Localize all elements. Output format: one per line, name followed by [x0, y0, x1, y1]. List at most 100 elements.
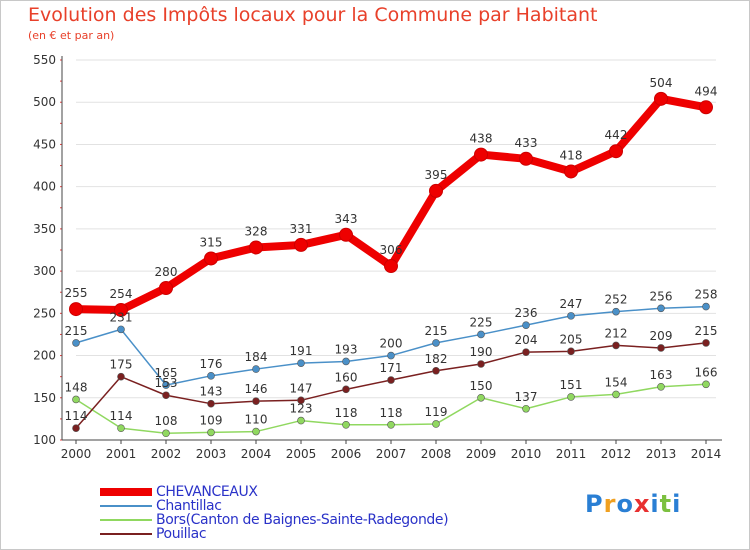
data-point [522, 404, 530, 413]
data-label: 119 [425, 405, 448, 419]
data-label: 328 [245, 224, 268, 238]
x-tick-label: 2005 [286, 447, 317, 461]
legend-item: Bors(Canton de Baignes-Sainte-Radegonde) [100, 513, 449, 527]
legend-label: Pouillac [156, 526, 207, 542]
y-tick-label: 300 [33, 264, 56, 278]
data-label: 193 [335, 342, 358, 356]
data-label: 163 [650, 368, 673, 382]
data-label: 204 [515, 333, 538, 347]
data-label: 137 [515, 390, 538, 404]
logo-letter: x [633, 490, 651, 518]
data-label: 209 [650, 329, 673, 343]
x-tick-label: 2000 [61, 447, 92, 461]
data-point [207, 428, 215, 437]
data-point [117, 424, 125, 432]
data-point [384, 259, 398, 274]
y-tick-label: 500 [33, 95, 56, 109]
legend-label: CHEVANCEAUX [156, 484, 258, 500]
logo-letter: i [672, 490, 682, 518]
data-label: 442 [605, 128, 628, 142]
data-label: 306 [380, 243, 403, 257]
data-point [162, 381, 170, 389]
data-label: 146 [245, 382, 268, 396]
data-label: 225 [470, 315, 493, 329]
data-label: 114 [65, 409, 88, 423]
data-label: 182 [425, 352, 448, 366]
x-tick-label: 2004 [241, 447, 272, 461]
data-label: 154 [605, 375, 628, 389]
data-label: 231 [110, 310, 133, 324]
data-label: 191 [290, 344, 313, 358]
data-label: 247 [560, 297, 583, 311]
data-point [612, 390, 620, 399]
data-label: 200 [380, 337, 403, 351]
data-point [342, 420, 350, 429]
proxiti-logo: Proxiti [585, 490, 681, 518]
data-point [249, 240, 263, 255]
data-point [252, 397, 260, 405]
data-point [567, 347, 575, 356]
data-label: 494 [695, 84, 718, 98]
data-label: 171 [380, 361, 403, 375]
data-point [702, 339, 710, 347]
data-label: 395 [425, 168, 448, 182]
y-tick-label: 250 [33, 306, 56, 320]
data-label: 166 [695, 365, 718, 379]
chart-subtitle: (en € et par an) [28, 29, 115, 42]
x-tick-label: 2003 [196, 447, 227, 461]
x-tick-label: 2008 [421, 447, 452, 461]
x-tick-label: 2009 [466, 447, 497, 461]
chart-plot: 100 150 200 250 300 350 400 450 500 550 2000 2001 20… [33, 53, 722, 461]
data-point [117, 372, 125, 381]
legend-swatch [100, 505, 152, 507]
legend-item: Pouillac [100, 527, 448, 541]
data-point [564, 164, 578, 179]
data-label: 148 [65, 380, 88, 394]
data-point [519, 151, 533, 166]
x-tick-label: 2006 [331, 447, 362, 461]
data-label: 254 [110, 287, 133, 301]
data-point [297, 359, 305, 367]
data-label: 280 [155, 265, 178, 279]
data-label: 215 [695, 324, 718, 338]
data-point [474, 147, 488, 162]
legend-swatch [100, 488, 152, 496]
data-point [387, 376, 395, 384]
legend-swatch [100, 533, 152, 535]
x-tick-label: 2012 [601, 447, 632, 461]
data-point [567, 312, 575, 320]
data-point [72, 339, 80, 347]
y-tick-label: 350 [33, 222, 56, 236]
x-tick-label: 2014 [691, 447, 722, 461]
data-point [339, 227, 353, 242]
x-tick-label: 2002 [151, 447, 182, 461]
data-label: 504 [650, 76, 673, 90]
logo-letter: P [585, 490, 604, 518]
data-point [387, 420, 395, 429]
data-point [522, 348, 530, 356]
data-point [252, 427, 260, 436]
logo-letter: t [659, 490, 673, 518]
data-point [159, 281, 173, 295]
data-label: 109 [200, 413, 223, 427]
legend-swatch [100, 519, 152, 521]
data-label: 331 [290, 222, 313, 236]
data-point [702, 380, 710, 389]
data-label: 252 [605, 293, 628, 307]
data-label: 205 [560, 332, 583, 346]
x-tick-label: 2013 [646, 447, 677, 461]
logo-letter: i [650, 490, 660, 518]
logo-letter: o [616, 490, 634, 518]
data-point [69, 302, 83, 317]
y-tick-label: 450 [33, 137, 56, 151]
legend-label: Chantillac [156, 498, 222, 514]
data-point [567, 393, 575, 401]
data-point [657, 304, 665, 313]
y-tick-label: 550 [33, 53, 56, 67]
data-point [609, 144, 623, 159]
chart-legend: CHEVANCEAUX Chantillac Bors(Canton de Baig… [100, 484, 449, 541]
data-label: 110 [245, 413, 268, 427]
chart-title: Evolution des Impôts locaux pour la Comm… [28, 4, 598, 26]
data-point [72, 424, 80, 432]
